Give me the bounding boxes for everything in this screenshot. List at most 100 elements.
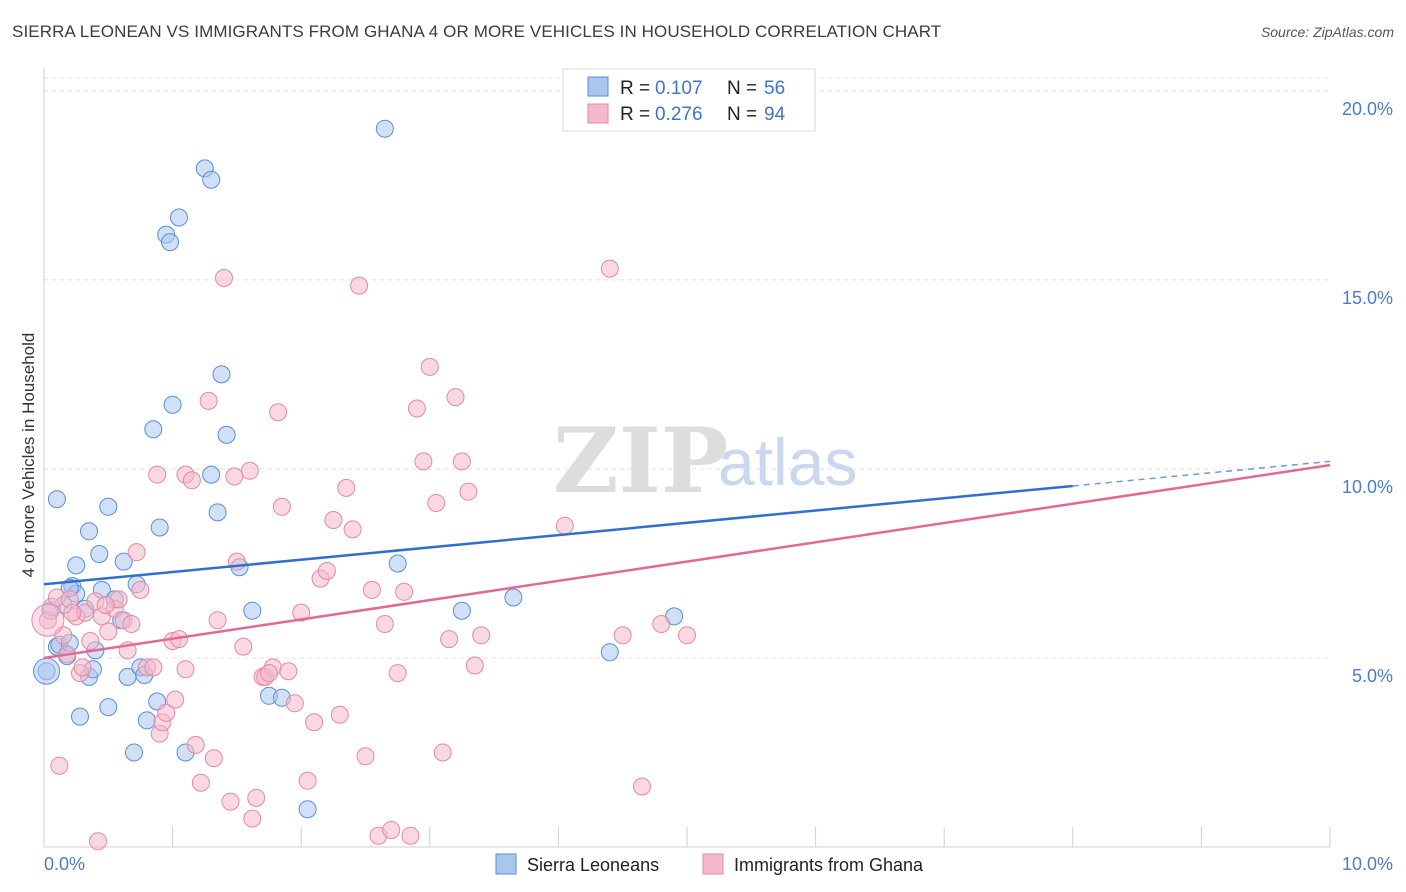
point-immigrants-ghana <box>131 580 150 599</box>
point-sierra-leoneans <box>202 170 221 189</box>
chart-title: SIERRA LEONEAN VS IMMIGRANTS FROM GHANA … <box>12 22 942 41</box>
bottom-legend-label-sierra-leoneans: Sierra Leoneans <box>527 855 659 875</box>
y-tick-label: 20.0% <box>1342 99 1393 119</box>
y-tick-label: 5.0% <box>1352 666 1393 686</box>
point-immigrants-ghana <box>208 611 227 630</box>
legend-r-label-1: R = <box>620 78 650 99</box>
point-sierra-leoneans <box>114 552 133 571</box>
point-immigrants-ghana <box>440 630 459 649</box>
point-immigrants-ghana-large <box>31 603 65 637</box>
point-sierra-leoneans <box>170 208 188 227</box>
point-immigrants-ghana <box>96 596 115 614</box>
point-immigrants-ghana <box>414 452 433 471</box>
point-immigrants-ghana <box>427 494 446 512</box>
point-sierra-leoneans <box>80 522 98 541</box>
point-sierra-leoneans <box>298 800 317 819</box>
point-immigrants-ghana <box>600 259 619 278</box>
legend-swatch-immigrants-ghana <box>587 103 609 124</box>
point-sierra-leoneans <box>67 556 86 575</box>
point-immigrants-ghana <box>157 703 176 722</box>
point-immigrants-ghana <box>215 269 233 287</box>
point-sierra-leoneans <box>212 365 231 384</box>
point-immigrants-ghana <box>420 357 439 376</box>
point-immigrants-ghana <box>243 809 262 828</box>
bottom-legend-label-immigrants-ghana: Immigrants from Ghana <box>734 855 924 875</box>
trend-line-immigrants-ghana <box>43 463 1331 660</box>
point-immigrants-ghana <box>465 656 484 675</box>
point-immigrants-ghana <box>356 747 375 766</box>
point-immigrants-ghana <box>240 461 259 480</box>
point-immigrants-ghana <box>225 467 244 486</box>
point-immigrants-ghana <box>472 626 491 645</box>
x-tick-label-min: 0.0% <box>44 854 85 874</box>
point-immigrants-ghana <box>204 749 223 768</box>
point-sierra-leoneans <box>208 503 227 522</box>
point-sierra-leoneans <box>144 420 163 439</box>
point-immigrants-ghana <box>148 465 167 484</box>
point-immigrants-ghana <box>272 497 291 516</box>
point-immigrants-ghana <box>375 615 394 633</box>
point-immigrants-ghana <box>292 603 311 622</box>
point-sierra-leoneans <box>163 395 182 414</box>
point-sierra-leoneans <box>161 233 179 252</box>
point-immigrants-ghana <box>459 482 478 501</box>
point-sierra-leoneans <box>243 601 262 620</box>
point-immigrants-ghana <box>166 690 185 709</box>
trend-line-sierra-leoneans <box>43 484 1073 586</box>
legend-n-value-1: 56 <box>764 78 785 99</box>
point-immigrants-ghana <box>298 771 317 790</box>
legend-r-label-2: R = <box>620 104 650 125</box>
point-immigrants-ghana <box>122 615 141 633</box>
point-immigrants-ghana <box>652 615 671 633</box>
point-immigrants-ghana <box>127 543 146 562</box>
point-sierra-leoneans <box>452 601 471 620</box>
point-immigrants-ghana <box>221 792 240 811</box>
points-layer <box>31 85 812 851</box>
point-sierra-leoneans <box>600 643 619 662</box>
point-immigrants-ghana <box>99 622 118 641</box>
point-sierra-leoneans <box>137 711 156 730</box>
point-immigrants-ghana <box>407 399 426 418</box>
point-sierra-leoneans <box>99 698 118 717</box>
point-sierra-leoneans <box>125 743 143 762</box>
point-immigrants-ghana <box>330 705 349 724</box>
point-sierra-leoneans <box>388 554 407 573</box>
point-immigrants-ghana <box>555 516 574 535</box>
watermark: ZIP atlas <box>553 408 857 514</box>
point-sierra-leoneans-large <box>33 657 61 685</box>
point-immigrants-ghana <box>350 276 369 295</box>
point-immigrants-ghana <box>247 788 266 807</box>
point-immigrants-ghana <box>446 388 465 407</box>
point-sierra-leoneans <box>47 490 66 509</box>
point-immigrants-ghana <box>50 756 69 775</box>
point-immigrants-ghana <box>63 603 82 622</box>
point-sierra-leoneans <box>202 465 221 484</box>
point-immigrants-ghana <box>234 637 253 656</box>
point-sierra-leoneans <box>217 425 236 444</box>
axis-layer: 0.0% 10.0% <box>43 68 1393 874</box>
point-immigrants-ghana <box>305 713 324 732</box>
point-immigrants-ghana <box>433 743 452 762</box>
trend-layer <box>43 460 1331 660</box>
point-immigrants-ghana <box>144 658 163 677</box>
point-immigrants-ghana <box>317 562 336 580</box>
point-immigrants-ghana <box>633 777 651 796</box>
point-immigrants-ghana <box>382 821 401 839</box>
point-sierra-leoneans <box>71 707 89 726</box>
point-sierra-leoneans <box>504 588 523 607</box>
legend-box: R = 0.107 N = 56 R = 0.276 N = 94 <box>562 68 816 132</box>
legend-n-value-2: 94 <box>764 104 786 125</box>
trend-line-sierra-leoneans-extension <box>1072 460 1331 487</box>
y-tick-label: 15.0% <box>1342 288 1393 308</box>
point-immigrants-ghana <box>269 403 288 422</box>
point-immigrants-ghana <box>395 582 414 601</box>
point-immigrants-ghana <box>182 471 201 490</box>
point-sierra-leoneans <box>90 545 109 563</box>
legend-swatch-sierra-leoneans <box>587 76 609 97</box>
source-credit: Source: ZipAtlas.com <box>1260 24 1394 40</box>
point-sierra-leoneans <box>375 119 394 138</box>
point-sierra-leoneans <box>99 497 118 516</box>
legend-n-label-1: N = <box>727 78 757 99</box>
watermark-atlas: atlas <box>718 425 857 499</box>
